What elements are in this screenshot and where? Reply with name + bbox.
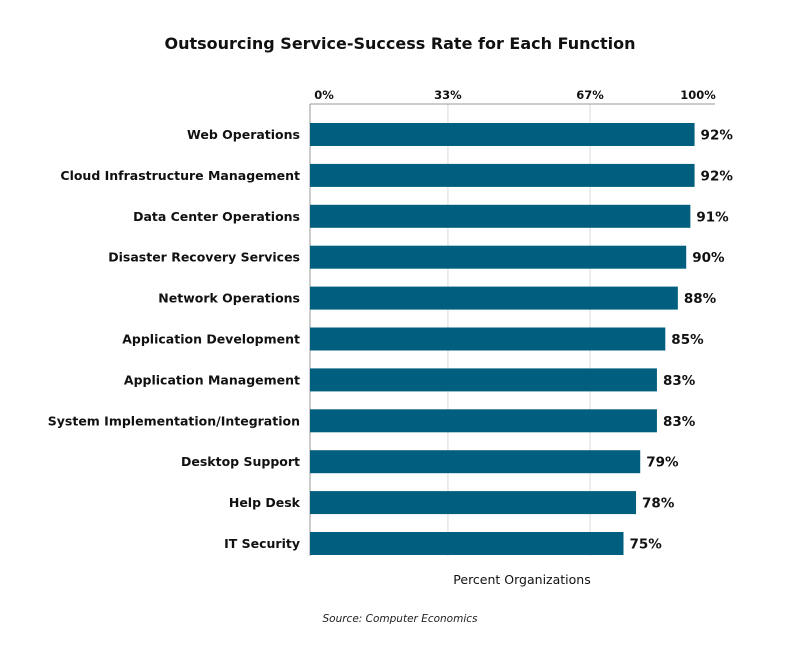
- category-label: Cloud Infrastructure Management: [60, 168, 300, 183]
- bar: [310, 409, 657, 433]
- x-tick-label: 33%: [434, 88, 462, 102]
- data-label: 78%: [642, 496, 675, 512]
- category-label: Desktop Support: [181, 454, 300, 469]
- bar: [310, 245, 687, 269]
- bar: [310, 327, 666, 351]
- category-label: Disaster Recovery Services: [108, 250, 300, 265]
- chart-title: Outsourcing Service-Success Rate for Eac…: [164, 34, 636, 53]
- category-label: Network Operations: [158, 291, 300, 306]
- bar: [310, 286, 678, 310]
- data-label: 83%: [663, 373, 696, 389]
- data-label: 85%: [671, 332, 704, 348]
- data-label: 88%: [684, 291, 717, 307]
- bar: [310, 204, 691, 228]
- x-tick-label: 100%: [680, 88, 716, 102]
- category-label: Application Management: [124, 372, 300, 387]
- bar: [310, 368, 657, 392]
- data-label: 79%: [646, 455, 679, 471]
- data-label: 92%: [701, 168, 734, 184]
- bar: [310, 532, 624, 555]
- category-label: Data Center Operations: [133, 209, 300, 224]
- bar: [310, 163, 695, 187]
- x-tick-label: 0%: [314, 88, 334, 102]
- category-label: Help Desk: [229, 495, 301, 510]
- data-label: 91%: [696, 209, 729, 225]
- category-label: Application Development: [122, 332, 300, 347]
- data-label: 90%: [692, 250, 725, 266]
- data-label: 75%: [630, 537, 663, 553]
- bar: [310, 450, 641, 474]
- x-tick-label: 67%: [576, 88, 604, 102]
- category-label: System Implementation/Integration: [48, 413, 300, 428]
- data-label: 83%: [663, 414, 696, 430]
- category-label: Web Operations: [187, 127, 300, 142]
- bar: [310, 491, 637, 515]
- bar: [310, 123, 695, 146]
- source-note: Source: Computer Economics: [322, 613, 478, 625]
- category-label: IT Security: [224, 536, 300, 551]
- x-axis-label: Percent Organizations: [453, 572, 591, 587]
- data-label: 92%: [701, 128, 734, 144]
